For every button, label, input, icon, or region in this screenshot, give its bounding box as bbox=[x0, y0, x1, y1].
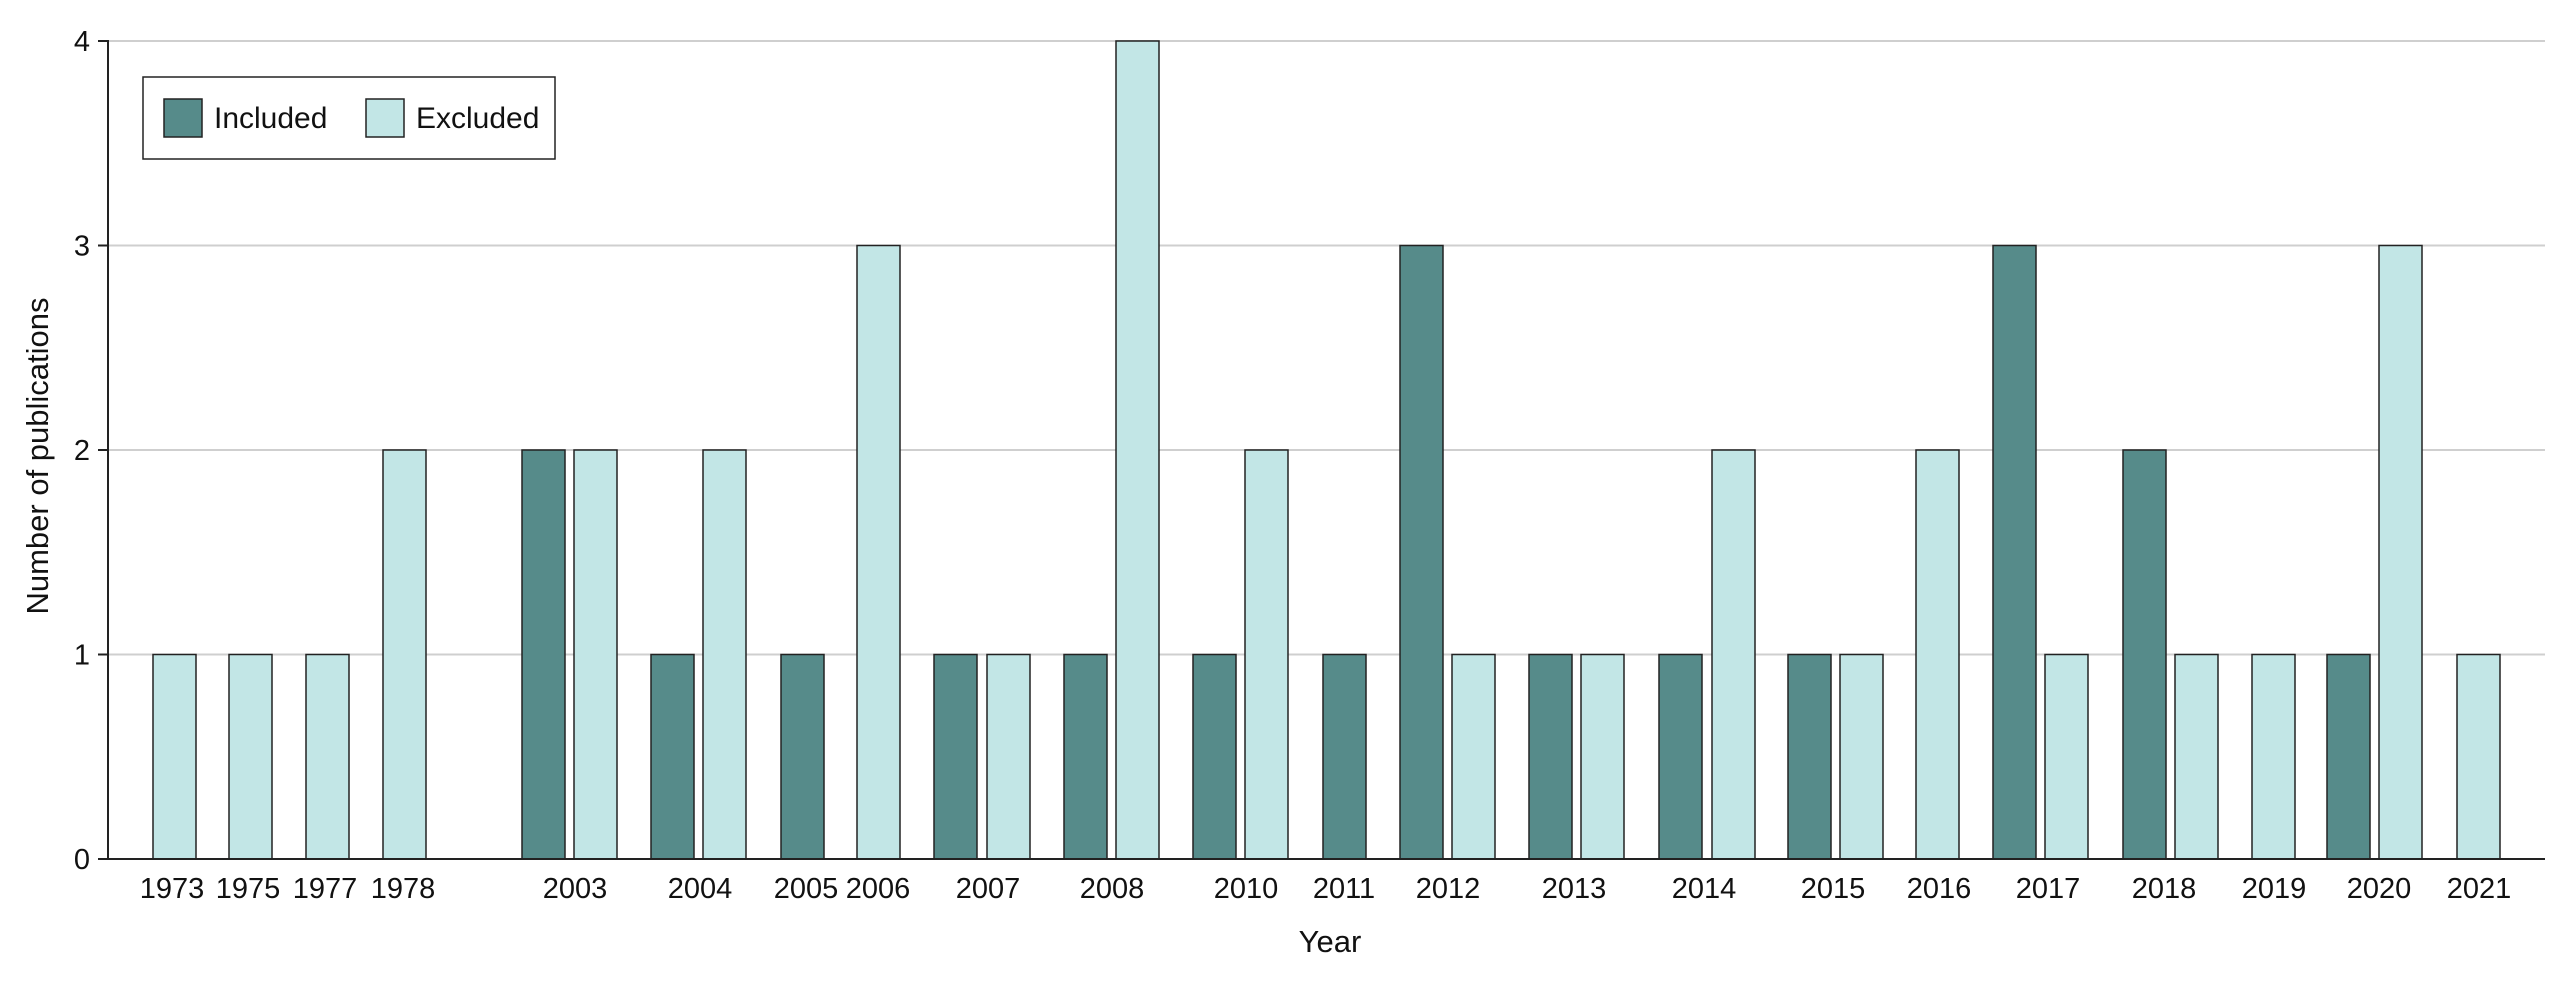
bar-excluded bbox=[573, 449, 618, 860]
bar-excluded bbox=[1580, 653, 1625, 860]
bars bbox=[152, 40, 2501, 860]
x-tick-label: 1975 bbox=[216, 873, 281, 905]
x-tick-label: 2008 bbox=[1080, 873, 1145, 905]
x-tick-label: 1973 bbox=[140, 873, 205, 905]
bar-included bbox=[2326, 653, 2371, 860]
bar-excluded bbox=[702, 449, 747, 860]
bar-excluded bbox=[382, 449, 427, 860]
bar-excluded bbox=[1451, 653, 1496, 860]
bar-included bbox=[1658, 653, 1703, 860]
x-tick-label: 2004 bbox=[668, 873, 733, 905]
x-tick-label: 2017 bbox=[2016, 873, 2081, 905]
legend-label-excluded: Excluded bbox=[416, 102, 539, 135]
bar-excluded bbox=[228, 653, 273, 860]
x-tick-label: 1978 bbox=[371, 873, 436, 905]
y-tick-label: 3 bbox=[74, 231, 90, 263]
x-tick-label: 2015 bbox=[1801, 873, 1866, 905]
y-tick-label: 2 bbox=[74, 435, 90, 467]
legend-swatch-included bbox=[163, 98, 203, 138]
bar-included bbox=[780, 653, 825, 860]
y-tick-label: 0 bbox=[74, 844, 90, 876]
y-axis-title: Number of publications bbox=[20, 297, 55, 614]
bar-excluded bbox=[152, 653, 197, 860]
bar-included bbox=[1992, 244, 2037, 860]
x-axis-title: Year bbox=[1299, 924, 1362, 959]
x-tick-label: 2019 bbox=[2242, 873, 2307, 905]
bar-excluded bbox=[305, 653, 350, 860]
x-tick-label: 2007 bbox=[956, 873, 1021, 905]
bar-excluded bbox=[2378, 244, 2423, 860]
bar-included bbox=[1322, 653, 1367, 860]
bar-included bbox=[1192, 653, 1237, 860]
x-tick-label: 2020 bbox=[2347, 873, 2412, 905]
y-tick-label: 1 bbox=[74, 640, 90, 672]
bar-excluded bbox=[1915, 449, 1960, 860]
bar-excluded bbox=[2174, 653, 2219, 860]
bar-excluded bbox=[2044, 653, 2089, 860]
x-tick-label: 2011 bbox=[1313, 873, 1375, 905]
bar-included bbox=[1528, 653, 1573, 860]
x-tick-label: 2014 bbox=[1672, 873, 1737, 905]
x-tick-label: 2012 bbox=[1416, 873, 1481, 905]
bar-included bbox=[1399, 244, 1444, 860]
x-tick-label: 2016 bbox=[1907, 873, 1972, 905]
bar-excluded bbox=[856, 244, 901, 860]
bar-included bbox=[1063, 653, 1108, 860]
x-tick-label: 2003 bbox=[543, 873, 608, 905]
legend-box bbox=[142, 76, 556, 160]
bar-included bbox=[933, 653, 978, 860]
x-tick-label: 2006 bbox=[846, 873, 911, 905]
bar-included bbox=[521, 449, 566, 860]
bar-excluded bbox=[1115, 40, 1160, 860]
bar-included bbox=[650, 653, 695, 860]
bar-excluded bbox=[1244, 449, 1289, 860]
bar-included bbox=[2122, 449, 2167, 860]
x-tick-label: 2021 bbox=[2447, 873, 2512, 905]
legend-label-included: Included bbox=[214, 102, 327, 135]
bar-excluded bbox=[2251, 653, 2296, 860]
x-tick-label: 2005 bbox=[774, 873, 839, 905]
bar-excluded bbox=[986, 653, 1031, 860]
bar-excluded bbox=[2456, 653, 2501, 860]
x-tick-label: 2013 bbox=[1542, 873, 1607, 905]
x-ticks: 1973 1975 1977 1978 2003 2004 2005 2006 2007 2008… bbox=[140, 873, 2512, 905]
bar-excluded bbox=[1711, 449, 1756, 860]
bar-included bbox=[1787, 653, 1832, 860]
bar-excluded bbox=[1839, 653, 1884, 860]
x-tick-label: 1977 bbox=[293, 873, 358, 905]
legend: Included Excluded bbox=[142, 76, 556, 160]
y-ticks: 0 1 2 3 4 bbox=[74, 26, 108, 876]
y-tick-label: 4 bbox=[74, 26, 90, 58]
x-tick-label: 2010 bbox=[1214, 873, 1279, 905]
legend-swatch-excluded bbox=[365, 98, 405, 138]
x-tick-label: 2018 bbox=[2132, 873, 2197, 905]
